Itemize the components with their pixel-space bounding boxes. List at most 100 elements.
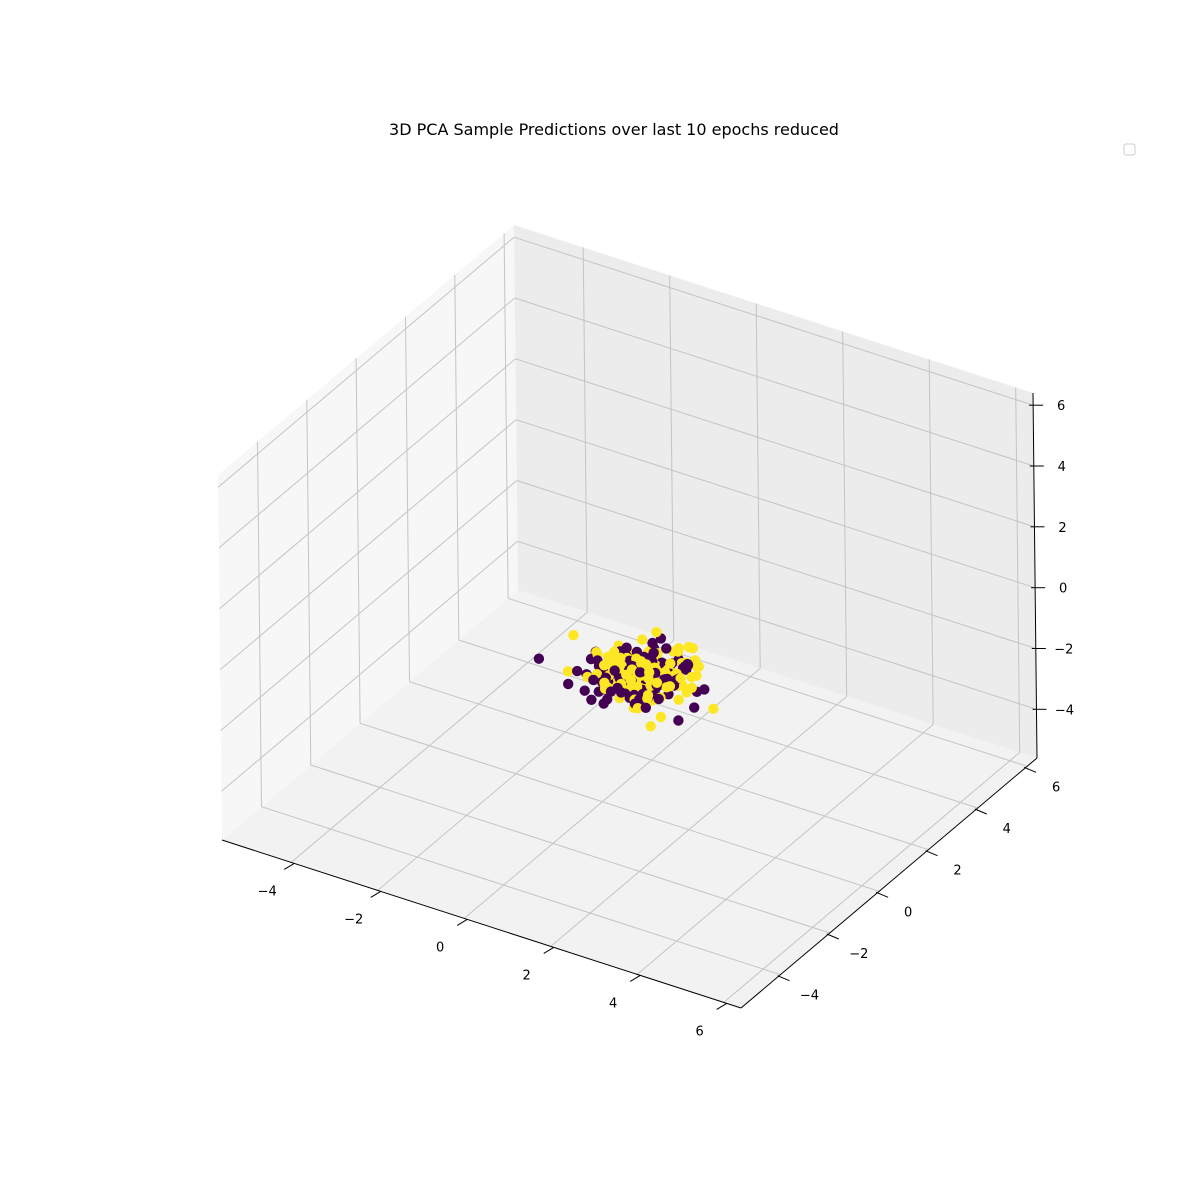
scatter-point — [664, 681, 676, 692]
scatter-point — [682, 659, 694, 671]
grid-line-y-floor — [409, 681, 929, 851]
axis-panes — [218, 225, 1037, 1008]
scatter-point — [621, 642, 632, 653]
z-tick-label: −2 — [1054, 643, 1073, 658]
grid-line-x-floor — [550, 696, 848, 947]
grid-line-x-back — [842, 331, 848, 697]
grid-line-z-back — [515, 419, 1036, 589]
grid-line-x-floor — [636, 724, 934, 975]
x-tick-label: 2 — [523, 968, 531, 983]
scatter-point — [665, 658, 676, 669]
x-tick-label: −4 — [258, 884, 277, 899]
y-tick-label: 6 — [1052, 780, 1060, 795]
scatter-point — [661, 643, 672, 654]
grid-line-z-left — [219, 358, 516, 610]
y-tick-mark — [875, 891, 889, 898]
grid-line-y-left — [257, 441, 262, 807]
y-tick-label: 4 — [1003, 822, 1011, 837]
scatter-point — [673, 715, 684, 726]
grid-line-y-left — [306, 399, 312, 766]
pane-back-wall — [514, 225, 1037, 758]
z-tick-label: 0 — [1059, 582, 1067, 597]
grid-line-z-back — [516, 480, 1036, 649]
scatter-point — [686, 682, 697, 693]
grid-line-y-floor — [458, 639, 978, 809]
x-axis-line — [221, 839, 742, 1009]
scatter-point — [568, 630, 579, 641]
y-tick-mark — [1023, 766, 1037, 773]
grid-line-y-floor — [507, 597, 1028, 767]
scatter-point — [599, 660, 610, 671]
scatter-point — [632, 703, 643, 714]
scatter-point — [651, 677, 663, 688]
x-tick-label: −2 — [344, 912, 363, 927]
z-axis-line — [1032, 392, 1038, 759]
y-tick-mark — [925, 850, 938, 857]
grid-line-y-floor — [310, 764, 830, 934]
z-tick-label: 4 — [1058, 460, 1066, 475]
scatter-point — [645, 721, 656, 732]
scatter-point — [653, 693, 664, 705]
y-tick-mark — [826, 933, 839, 940]
grid-line-z-back — [514, 297, 1034, 467]
scatter-point — [625, 674, 636, 686]
scatter-point — [641, 659, 652, 670]
z-tick-label: 6 — [1057, 399, 1065, 414]
y-tick-mark — [777, 975, 790, 982]
legend-box — [1123, 143, 1136, 156]
scatter-points — [533, 626, 719, 732]
grid-line-y-floor — [359, 722, 880, 892]
grid-line-z-left — [218, 297, 516, 549]
x-tick-mark — [370, 890, 381, 898]
y-axis-line — [740, 757, 1038, 1009]
grid-line-z-left — [217, 236, 515, 488]
scatter-point — [643, 673, 654, 684]
grid-line-x-back — [928, 359, 934, 725]
y-tick-label: 2 — [953, 864, 961, 879]
scatter-point — [609, 665, 620, 676]
grid-line-y-left — [454, 274, 460, 641]
scatter-point — [689, 702, 700, 713]
grid-line-y-left — [405, 316, 410, 682]
y-tick-label: 0 — [904, 905, 912, 920]
scatter-point — [651, 626, 662, 638]
grid-line-y-floor — [261, 806, 781, 976]
scatter-point — [615, 653, 626, 664]
grid-line-x-back — [582, 247, 588, 613]
scatter-point — [606, 655, 618, 666]
scatter-point — [655, 711, 667, 723]
scatter-point — [615, 687, 627, 698]
grid-line-z-left — [220, 480, 518, 731]
x-tick-mark — [283, 862, 295, 870]
x-tick-mark — [456, 918, 468, 926]
pane-left-wall — [218, 225, 518, 840]
scatter-point — [699, 684, 710, 695]
chart-title: 3D PCA Sample Predictions over last 10 e… — [389, 120, 839, 139]
tick-labels: −4 −2 0 2 4 6 −4 −2 0 2 4 6 −4 −2 0 2 4 6 — [258, 399, 1074, 1039]
grid-line-y-left — [503, 233, 509, 599]
scatter-point — [605, 686, 617, 697]
axis-lines — [221, 392, 1038, 1009]
scatter-point — [631, 681, 643, 693]
scatter-point — [642, 693, 653, 704]
pane-floor — [222, 590, 1037, 1008]
x-tick-mark — [543, 946, 554, 954]
y-tick-label: −4 — [800, 989, 819, 1004]
x-tick-label: 6 — [696, 1024, 704, 1039]
x-tick-label: 0 — [436, 940, 444, 955]
scatter-point — [636, 634, 648, 645]
scatter-point — [579, 685, 590, 696]
scatter-point — [602, 694, 613, 705]
grid-line-x-floor — [723, 752, 1021, 1003]
grid-line-x-back — [755, 303, 761, 669]
grid-line-y-left — [355, 358, 361, 724]
x-tick-mark — [716, 1002, 727, 1010]
x-tick-mark — [629, 974, 641, 982]
scatter-point — [563, 678, 574, 690]
grid-line-z-back — [513, 236, 1034, 406]
grid-line-z-back — [515, 358, 1035, 528]
grid-line-x-back — [669, 275, 675, 641]
scatter-point — [634, 667, 646, 678]
scatter-point — [691, 660, 702, 672]
